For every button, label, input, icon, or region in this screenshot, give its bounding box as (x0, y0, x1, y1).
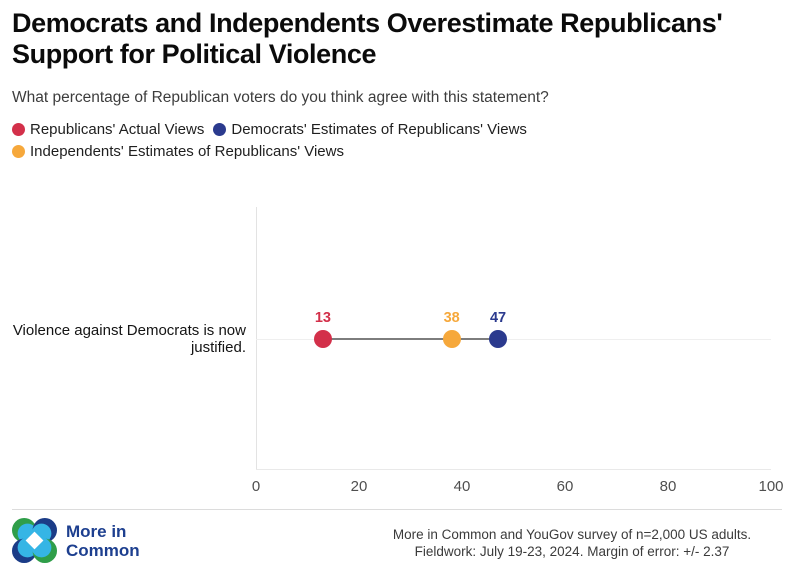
legend-dot-icon (12, 123, 25, 136)
x-axis-line (256, 469, 771, 470)
chart-title: Democrats and Independents Overestimate … (12, 8, 723, 69)
brand-logo-text: More in Common (66, 522, 140, 560)
category-row-line (256, 339, 771, 340)
source-note-line1: More in Common and YouGov survey of n=2,… (392, 527, 752, 542)
data-point-value: 38 (443, 310, 460, 326)
data-point-value: 47 (489, 310, 507, 326)
legend-item-0: Republicans' Actual Views (12, 121, 204, 138)
brand-logo-line2: Common (66, 540, 140, 560)
brand-logo: More in Common (12, 518, 140, 563)
data-point-dot (442, 330, 461, 348)
more-in-common-logo-icon (12, 518, 57, 563)
x-axis-tick-label: 80 (659, 478, 677, 495)
footer-divider (12, 509, 782, 510)
legend: Republicans' Actual Views Democrats' Esti… (12, 121, 782, 160)
x-axis-tick-label: 100 (758, 478, 784, 495)
legend-item-2: Independents' Estimates of Republicans' … (12, 143, 344, 160)
brand-logo-line1: More in (66, 521, 127, 541)
data-point-dot (313, 330, 332, 348)
legend-label: Independents' Estimates of Republicans' … (30, 143, 344, 160)
legend-label: Democrats' Estimates of Republicans' Vie… (231, 121, 527, 138)
plot-grid: 13 38 47 0 20 40 60 80 100 (252, 207, 784, 495)
legend-label: Republicans' Actual Views (30, 121, 205, 138)
source-note: More in Common and YouGov survey of n=2,… (362, 526, 782, 560)
x-axis-tick-label: 0 (251, 478, 261, 495)
dumbbell-connector (322, 338, 499, 340)
category-label: Violence against Democrats is now justif… (12, 322, 246, 356)
source-note-line2: Fieldwork: July 19-23, 2024. Margin of e… (414, 544, 730, 559)
data-point-value: 13 (314, 310, 332, 326)
x-axis-tick-label: 20 (350, 478, 368, 495)
legend-dot-icon (213, 123, 227, 136)
chart-subtitle: What percentage of Republican voters do … (12, 89, 549, 106)
zero-gridline (256, 207, 257, 470)
data-point-dot (489, 330, 508, 348)
legend-dot-icon (12, 145, 25, 158)
x-axis-tick-label: 40 (453, 478, 471, 495)
legend-item-1: Democrats' Estimates of Republicans' Vie… (213, 121, 527, 138)
x-axis-tick-label: 60 (556, 478, 574, 495)
